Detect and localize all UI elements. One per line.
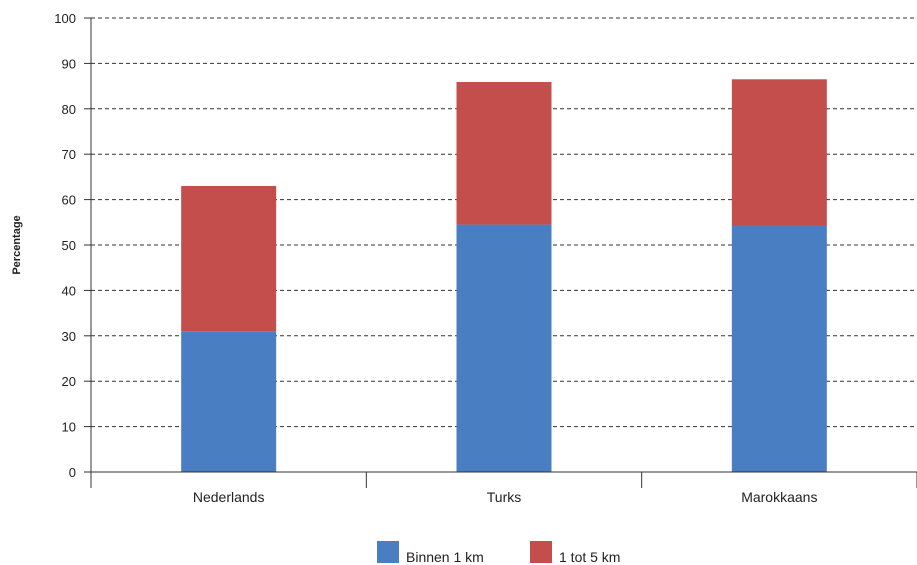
axes — [84, 17, 917, 488]
x-tick-labels: Nederlands Turks Marokkaans — [193, 489, 818, 505]
x-tick-label: Nederlands — [193, 489, 265, 505]
y-tick-label: 100 — [54, 11, 76, 26]
legend-item: Binnen 1 km — [377, 541, 484, 565]
bar-segment-1-tot-5-km — [181, 185, 277, 332]
x-tick-label: Marokkaans — [741, 489, 817, 505]
bars — [181, 79, 827, 472]
y-tick-label: 20 — [62, 374, 76, 389]
y-tick-label: 50 — [62, 238, 76, 253]
bar-segment-1-tot-5-km — [731, 79, 827, 226]
bar-segment-binnen-1-km — [456, 224, 552, 472]
legend-swatch — [530, 541, 552, 563]
bar-segment-binnen-1-km — [181, 331, 277, 472]
x-tick-label: Turks — [487, 489, 521, 505]
y-tick-label: 40 — [62, 283, 76, 298]
legend: Binnen 1 km 1 tot 5 km — [377, 541, 620, 565]
y-tick-label: 0 — [69, 465, 76, 480]
legend-item: 1 tot 5 km — [530, 541, 620, 565]
bar-segment-1-tot-5-km — [456, 82, 552, 225]
y-tick-label: 30 — [62, 329, 76, 344]
y-tick-label: 90 — [62, 56, 76, 71]
y-tick-label: 10 — [62, 420, 76, 435]
y-axis-label: Percentage — [11, 215, 23, 274]
y-tick-label: 70 — [62, 147, 76, 162]
y-tick-label: 60 — [62, 193, 76, 208]
legend-swatch — [377, 541, 399, 563]
y-tick-labels: 0 10 20 30 40 50 60 70 80 90 100 — [54, 11, 76, 480]
legend-label: 1 tot 5 km — [559, 549, 620, 565]
y-tick-label: 80 — [62, 102, 76, 117]
bar-segment-binnen-1-km — [731, 225, 827, 472]
legend-label: Binnen 1 km — [406, 549, 484, 565]
